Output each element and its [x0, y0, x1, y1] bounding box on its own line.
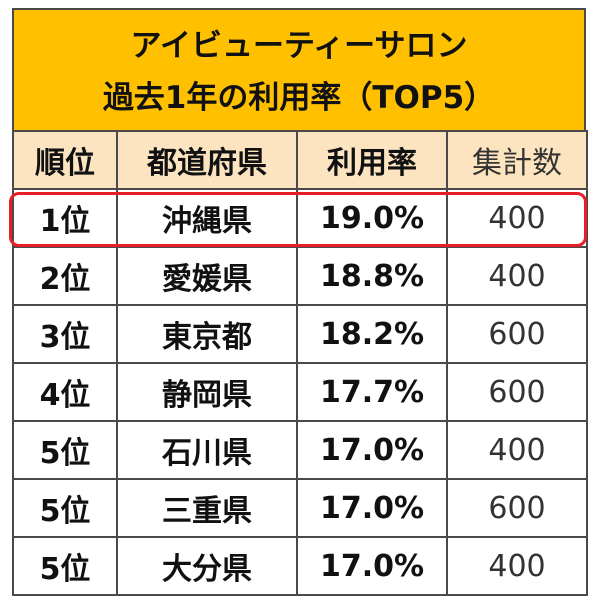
rate-cell: 18.2%: [296, 304, 448, 364]
header-row: 順位 都道府県 利用率 集計数: [12, 130, 588, 190]
prefecture-cell: 石川県: [116, 420, 298, 480]
rank-cell: 1位: [12, 188, 118, 248]
rate-cell: 18.8%: [296, 246, 448, 306]
column-header-prefecture: 都道府県: [116, 130, 298, 190]
table-row: 2位 愛媛県 18.8% 400: [12, 246, 588, 306]
chart-subtitle: 過去1年の利用率（TOP5）: [102, 80, 496, 116]
prefecture-cell: 静岡県: [116, 362, 298, 422]
table-row: 1位 沖縄県 19.0% 400: [12, 188, 588, 248]
column-header-rate: 利用率: [296, 130, 448, 190]
table-row: 5位 三重県 17.0% 600: [12, 478, 588, 538]
table-row: 4位 静岡県 17.7% 600: [12, 362, 588, 422]
count-cell: 400: [446, 188, 588, 248]
table-row: 3位 東京都 18.2% 600: [12, 304, 588, 364]
rate-cell: 19.0%: [296, 188, 448, 248]
rank-cell: 5位: [12, 478, 118, 538]
rate-cell: 17.0%: [296, 420, 448, 480]
rate-cell: 17.0%: [296, 536, 448, 596]
rank-cell: 5位: [12, 536, 118, 596]
count-cell: 400: [446, 246, 588, 306]
count-cell: 400: [446, 536, 588, 596]
rank-cell: 3位: [12, 304, 118, 364]
count-cell: 400: [446, 420, 588, 480]
column-header-rank: 順位: [12, 130, 118, 190]
ranking-table: 順位 都道府県 利用率 集計数 1位 沖縄県 19.0% 400 2位 愛媛県 …: [12, 130, 588, 596]
count-cell: 600: [446, 362, 588, 422]
table-row: 5位 大分県 17.0% 400: [12, 536, 588, 596]
rank-cell: 5位: [12, 420, 118, 480]
table-row: 5位 石川県 17.0% 400: [12, 420, 588, 480]
rank-cell: 4位: [12, 362, 118, 422]
chart-title: アイビューティーサロン: [130, 28, 468, 64]
rate-cell: 17.0%: [296, 478, 448, 538]
prefecture-cell: 大分県: [116, 536, 298, 596]
prefecture-cell: 沖縄県: [116, 188, 298, 248]
title-banner: アイビューティーサロン 過去1年の利用率（TOP5）: [12, 8, 586, 132]
count-cell: 600: [446, 304, 588, 364]
prefecture-cell: 愛媛県: [116, 246, 298, 306]
count-cell: 600: [446, 478, 588, 538]
prefecture-cell: 三重県: [116, 478, 298, 538]
rank-cell: 2位: [12, 246, 118, 306]
column-header-count: 集計数: [446, 130, 588, 190]
rate-cell: 17.7%: [296, 362, 448, 422]
prefecture-cell: 東京都: [116, 304, 298, 364]
